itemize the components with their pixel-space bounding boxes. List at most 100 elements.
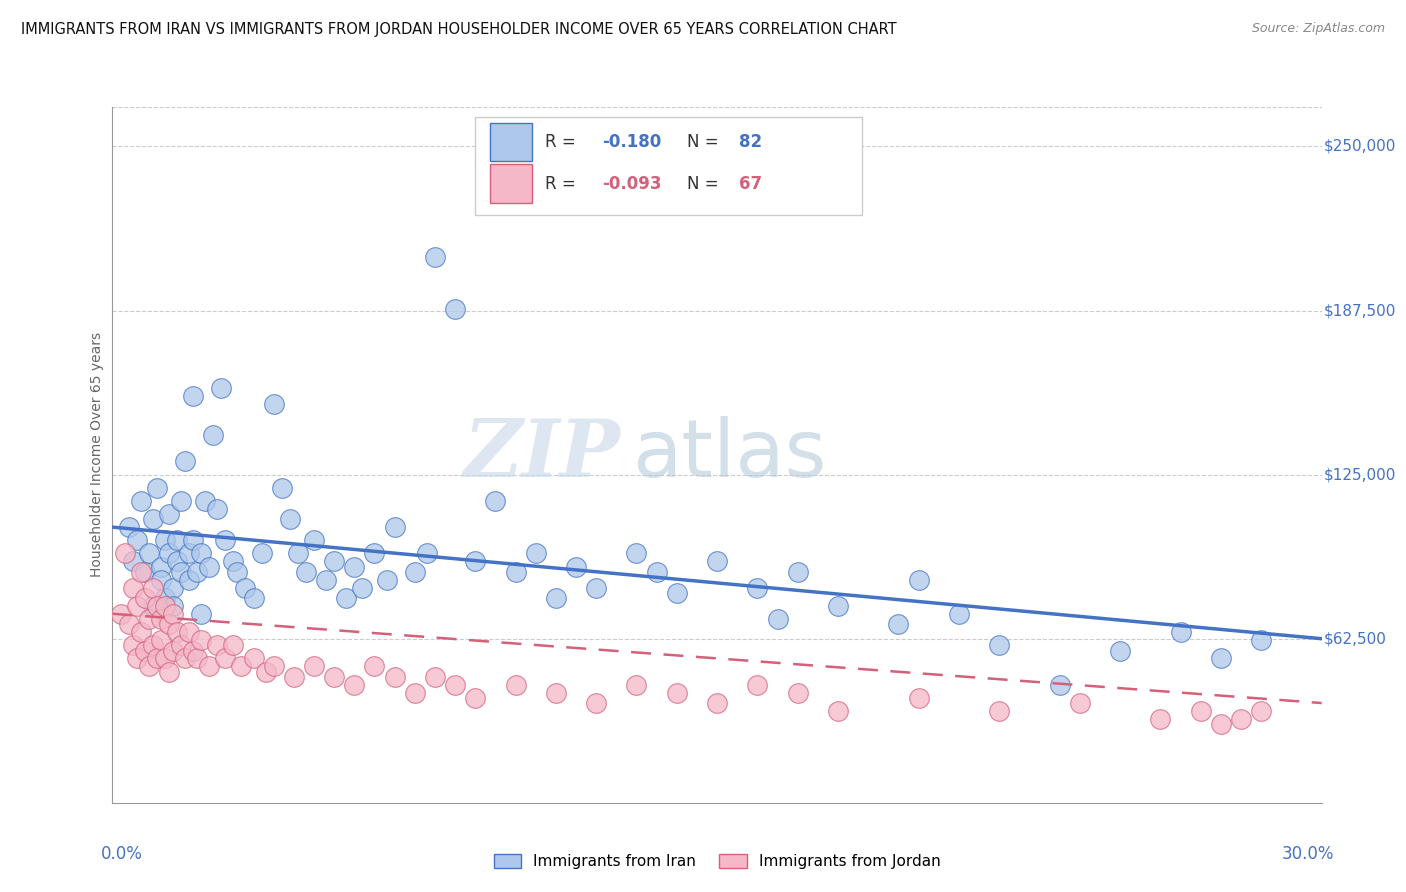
Point	[323, 554, 346, 568]
Text: 0.0%: 0.0%	[100, 845, 142, 863]
Point	[278, 512, 301, 526]
Point	[242, 651, 264, 665]
Point	[166, 554, 188, 568]
Point	[138, 659, 160, 673]
Point	[202, 428, 225, 442]
Point	[645, 565, 668, 579]
Point	[404, 685, 426, 699]
Point	[1230, 712, 1253, 726]
Point	[235, 581, 257, 595]
Point	[384, 520, 406, 534]
Point	[153, 591, 176, 605]
Point	[363, 659, 385, 673]
Point	[114, 546, 136, 560]
Point	[948, 607, 970, 621]
Point	[186, 651, 208, 665]
Point	[162, 581, 184, 595]
Point	[117, 617, 139, 632]
Point	[214, 651, 236, 665]
Legend: Immigrants from Iran, Immigrants from Jordan: Immigrants from Iran, Immigrants from Jo…	[488, 848, 946, 875]
Point	[177, 625, 200, 640]
Point	[1250, 633, 1272, 648]
Point	[363, 546, 385, 560]
Point	[254, 665, 277, 679]
Point	[907, 690, 929, 705]
Point	[125, 651, 148, 665]
Point	[153, 599, 176, 613]
Text: 30.0%: 30.0%	[1281, 845, 1334, 863]
Point	[194, 494, 217, 508]
Point	[416, 546, 439, 560]
Point	[484, 494, 506, 508]
Point	[544, 591, 567, 605]
Point	[121, 554, 143, 568]
Point	[302, 533, 325, 548]
Point	[323, 670, 346, 684]
Point	[1069, 696, 1091, 710]
Point	[166, 533, 188, 548]
Point	[121, 638, 143, 652]
Point	[138, 546, 160, 560]
Text: atlas: atlas	[633, 416, 827, 494]
Point	[343, 559, 366, 574]
Text: 82: 82	[738, 133, 762, 151]
Point	[242, 591, 264, 605]
FancyBboxPatch shape	[475, 118, 862, 215]
Point	[170, 494, 193, 508]
Point	[129, 625, 152, 640]
Text: R =: R =	[546, 133, 581, 151]
Point	[226, 565, 249, 579]
Point	[146, 651, 169, 665]
Point	[110, 607, 132, 621]
Text: -0.180: -0.180	[602, 133, 661, 151]
Point	[444, 302, 467, 317]
Point	[125, 533, 148, 548]
Point	[157, 665, 180, 679]
Point	[352, 581, 374, 595]
Point	[157, 546, 180, 560]
Point	[198, 659, 221, 673]
Point	[505, 678, 527, 692]
Text: Source: ZipAtlas.com: Source: ZipAtlas.com	[1251, 22, 1385, 36]
Point	[142, 638, 165, 652]
Point	[207, 501, 229, 516]
Point	[988, 704, 1011, 718]
Point	[117, 520, 139, 534]
Point	[142, 512, 165, 526]
Point	[138, 612, 160, 626]
Point	[1109, 643, 1132, 657]
Point	[198, 559, 221, 574]
Point	[263, 659, 285, 673]
Point	[181, 643, 204, 657]
Point	[146, 481, 169, 495]
Point	[125, 599, 148, 613]
Point	[384, 670, 406, 684]
Point	[149, 559, 172, 574]
Point	[444, 678, 467, 692]
Text: ZIP: ZIP	[464, 417, 620, 493]
Point	[157, 507, 180, 521]
Point	[887, 617, 910, 632]
Point	[565, 559, 588, 574]
Point	[166, 625, 188, 640]
Point	[706, 696, 728, 710]
Point	[263, 397, 285, 411]
Point	[162, 607, 184, 621]
Point	[174, 651, 197, 665]
Point	[907, 573, 929, 587]
Point	[142, 599, 165, 613]
Point	[1049, 678, 1071, 692]
Point	[766, 612, 789, 626]
Point	[207, 638, 229, 652]
Point	[626, 546, 648, 560]
Point	[335, 591, 357, 605]
Point	[295, 565, 318, 579]
Point	[287, 546, 309, 560]
Point	[146, 599, 169, 613]
Point	[1189, 704, 1212, 718]
Point	[283, 670, 305, 684]
Point	[423, 670, 446, 684]
Point	[404, 565, 426, 579]
Point	[706, 554, 728, 568]
Point	[747, 581, 769, 595]
